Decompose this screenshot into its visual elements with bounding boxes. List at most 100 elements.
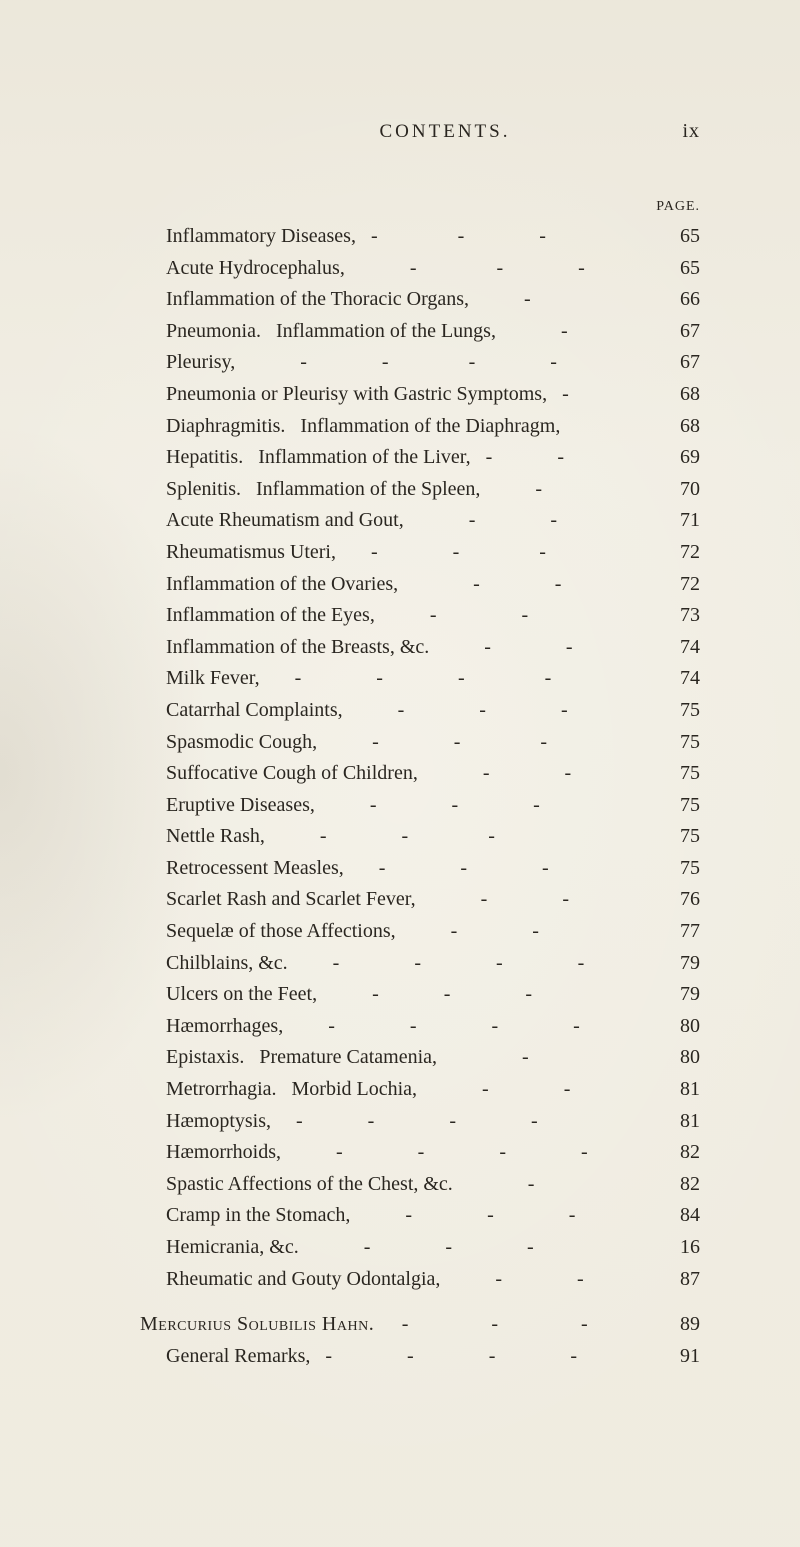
toc-label: Scarlet Rash and Scarlet Fever, - - [166,884,654,916]
toc-row: Acute Rheumatism and Gout, - -71 [140,505,700,537]
toc-row: Nettle Rash, - - -75 [140,821,700,853]
toc-row: Ulcers on the Feet, - - -79 [140,979,700,1011]
toc-page: 75 [654,821,700,853]
toc-row: Milk Fever, - - - -74 [140,663,700,695]
toc-label: Hepatitis. Inflammation of the Liver, - … [166,442,654,474]
toc-page: 75 [654,853,700,885]
toc-label: Hæmoptysis, - - - - [166,1106,654,1138]
page-header: CONTENTS. ix [140,120,700,143]
toc-row: Hæmoptysis, - - - -81 [140,1106,700,1138]
running-head: CONTENTS. [240,121,650,143]
page-container: CONTENTS. ix PAGE. Inflammatory Diseases… [0,0,800,1452]
toc-page: 70 [654,474,700,506]
toc-page: 75 [654,758,700,790]
toc-label: Inflammation of the Thoracic Organs, - [166,284,654,316]
toc-page: 81 [654,1074,700,1106]
toc-label: Milk Fever, - - - - [166,663,654,695]
toc-label: General Remarks, - - - - [166,1341,654,1373]
toc-label: Retrocessent Measles, - - - [166,853,654,885]
toc-page: 74 [654,663,700,695]
toc-row: Spasmodic Cough, - - -75 [140,727,700,759]
toc-page: 89 [654,1309,700,1341]
toc-label: Eruptive Diseases, - - - [166,790,654,822]
toc-label: Cramp in the Stomach, - - - [166,1200,654,1232]
toc-label: Rheumatic and Gouty Odontalgia, - - [166,1264,654,1296]
toc-page: 81 [654,1106,700,1138]
toc-page: 75 [654,727,700,759]
contents-list: Inflammatory Diseases, - - -65Acute Hydr… [140,221,700,1372]
toc-page: 76 [654,884,700,916]
toc-row: Rheumatic and Gouty Odontalgia, - -87 [140,1264,700,1296]
toc-page: 79 [654,948,700,980]
toc-row: Rheumatismus Uteri, - - -72 [140,537,700,569]
toc-page: 69 [654,442,700,474]
toc-label: Hæmorrhages, - - - - [166,1011,654,1043]
page-number: ix [650,120,700,143]
toc-page: 91 [654,1341,700,1373]
toc-row: Metrorrhagia. Morbid Lochia, - -81 [140,1074,700,1106]
toc-row: Pneumonia or Pleurisy with Gastric Sympt… [140,379,700,411]
toc-page: 75 [654,695,700,727]
toc-label: Rheumatismus Uteri, - - - [166,537,654,569]
toc-label: Pleurisy, - - - - [166,347,654,379]
toc-label: Pneumonia. Inflammation of the Lungs, - [166,316,654,348]
toc-page: 73 [654,600,700,632]
toc-row: Hæmorrhoids, - - - -82 [140,1137,700,1169]
toc-label: Diaphragmitis. Inflammation of the Diaph… [166,411,654,443]
toc-label: Inflammation of the Eyes, - - [166,600,654,632]
toc-page: 71 [654,505,700,537]
toc-label: Hæmorrhoids, - - - - [166,1137,654,1169]
toc-row: Epistaxis. Premature Catamenia, -80 [140,1042,700,1074]
toc-row: Cramp in the Stomach, - - -84 [140,1200,700,1232]
toc-row: Hæmorrhages, - - - -80 [140,1011,700,1043]
toc-row: Sequelæ of those Affections, - -77 [140,916,700,948]
toc-row: Inflammation of the Breasts, &c. - -74 [140,632,700,664]
toc-label: Splenitis. Inflammation of the Spleen, - [166,474,654,506]
toc-row: Pneumonia. Inflammation of the Lungs, -6… [140,316,700,348]
toc-row: Splenitis. Inflammation of the Spleen, -… [140,474,700,506]
toc-page: 80 [654,1011,700,1043]
toc-label: Mercurius Solubilis Hahn. - - - [140,1309,654,1341]
toc-row: Mercurius Solubilis Hahn. - - -89 [140,1309,700,1341]
toc-page: 77 [654,916,700,948]
toc-row: Catarrhal Complaints, - - -75 [140,695,700,727]
toc-page: 68 [654,379,700,411]
toc-page: 82 [654,1169,700,1201]
toc-row: General Remarks, - - - -91 [140,1341,700,1373]
toc-row: Acute Hydrocephalus, - - -65 [140,253,700,285]
toc-label: Pneumonia or Pleurisy with Gastric Sympt… [166,379,654,411]
toc-label: Acute Hydrocephalus, - - - [166,253,654,285]
toc-row: Suffocative Cough of Children, - -75 [140,758,700,790]
toc-label: Spasmodic Cough, - - - [166,727,654,759]
toc-page: 66 [654,284,700,316]
toc-row: Spastic Affections of the Chest, &c. -82 [140,1169,700,1201]
toc-label: Epistaxis. Premature Catamenia, - [166,1042,654,1074]
toc-page: 87 [654,1264,700,1296]
toc-label: Hemicrania, &c. - - - [166,1232,654,1264]
toc-page: 67 [654,347,700,379]
toc-row: Diaphragmitis. Inflammation of the Diaph… [140,411,700,443]
toc-label: Inflammation of the Breasts, &c. - - [166,632,654,664]
toc-row: Hemicrania, &c. - - -16 [140,1232,700,1264]
toc-row: Pleurisy, - - - -67 [140,347,700,379]
toc-label: Catarrhal Complaints, - - - [166,695,654,727]
toc-page: 80 [654,1042,700,1074]
toc-page: 72 [654,569,700,601]
toc-label: Suffocative Cough of Children, - - [166,758,654,790]
toc-page: 65 [654,253,700,285]
toc-row: Inflammation of the Eyes, - -73 [140,600,700,632]
toc-row: Eruptive Diseases, - - -75 [140,790,700,822]
toc-row: Inflammation of the Thoracic Organs, -66 [140,284,700,316]
toc-page: 65 [654,221,700,253]
toc-page: 84 [654,1200,700,1232]
toc-page: 72 [654,537,700,569]
toc-row: Chilblains, &c. - - - -79 [140,948,700,980]
toc-row: Retrocessent Measles, - - -75 [140,853,700,885]
toc-page: 75 [654,790,700,822]
toc-page: 74 [654,632,700,664]
toc-row: Inflammatory Diseases, - - -65 [140,221,700,253]
toc-page: 67 [654,316,700,348]
toc-label: Sequelæ of those Affections, - - [166,916,654,948]
toc-page: 68 [654,411,700,443]
toc-label: Ulcers on the Feet, - - - [166,979,654,1011]
